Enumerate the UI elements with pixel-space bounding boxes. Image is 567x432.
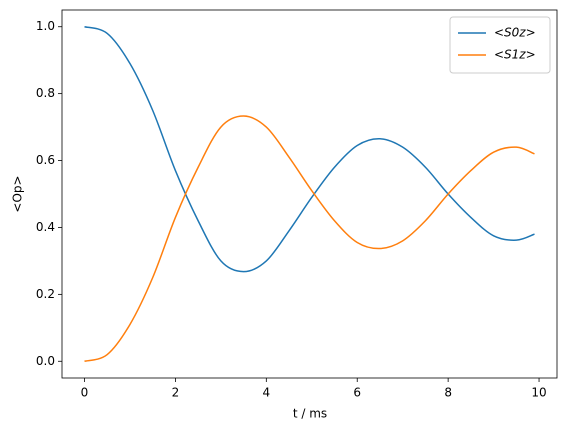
y-tick-label: 0.2 <box>36 287 55 301</box>
series-line <box>84 115 535 363</box>
y-tick-label: 0.0 <box>36 354 55 368</box>
x-tick-label: 10 <box>531 386 546 400</box>
x-tick-label: 6 <box>353 386 361 400</box>
x-tick-label: 8 <box>444 386 452 400</box>
y-tick-label: 0.6 <box>36 153 55 167</box>
x-tick-label: 4 <box>262 386 270 400</box>
x-tick-label: 0 <box>81 386 89 400</box>
legend-label: <S0z> <box>494 26 536 40</box>
series-line <box>84 25 535 273</box>
plot-frame <box>61 9 558 379</box>
y-tick-label: 0.8 <box>36 86 55 100</box>
y-tick-label: 0.4 <box>36 220 55 234</box>
x-axis-label: t / ms <box>293 407 327 421</box>
y-tick-label: 1.0 <box>36 19 55 33</box>
y-axis-label: <Op> <box>11 175 25 212</box>
legend-label: <S1z> <box>494 48 536 62</box>
x-tick-label: 2 <box>172 386 180 400</box>
legend-box <box>449 16 551 74</box>
